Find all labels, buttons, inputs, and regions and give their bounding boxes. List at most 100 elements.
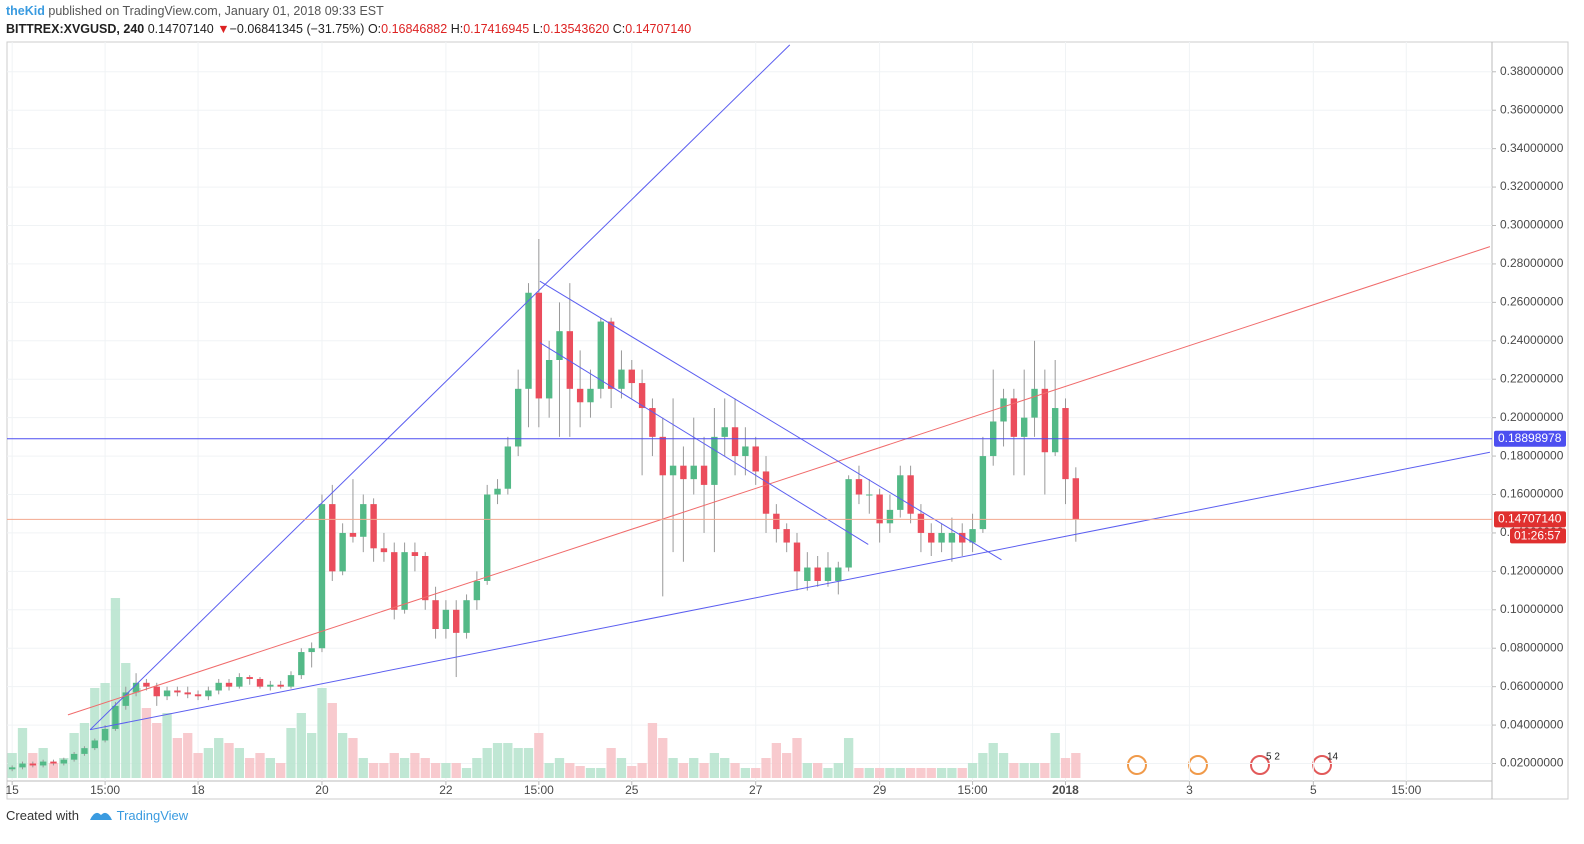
volume-bar bbox=[327, 703, 337, 778]
candle-body bbox=[897, 475, 904, 510]
candle-body bbox=[318, 504, 326, 649]
volume-bar bbox=[1009, 763, 1019, 778]
l: 0.13543620 bbox=[543, 22, 610, 36]
volume-bar bbox=[575, 766, 585, 778]
volume-bar bbox=[451, 763, 461, 778]
grid bbox=[7, 42, 1492, 781]
candle-body bbox=[618, 369, 625, 389]
frame bbox=[6, 41, 1569, 800]
candle-body bbox=[793, 542, 801, 572]
event-icon bbox=[1127, 755, 1147, 775]
volume-bar bbox=[782, 753, 792, 778]
drawings bbox=[67, 44, 1491, 731]
h: 0.17416945 bbox=[463, 22, 530, 36]
candle-body bbox=[153, 686, 160, 697]
volume-bar bbox=[286, 728, 296, 778]
y-tick-label: 0.28000000 bbox=[1500, 256, 1564, 270]
volume-bar bbox=[420, 758, 430, 778]
y-tick-label: 0.06000000 bbox=[1500, 679, 1564, 693]
volume-bar bbox=[967, 763, 978, 778]
candle-body bbox=[132, 682, 140, 693]
countdown: 01:26:57 bbox=[1514, 529, 1561, 543]
volume-bar bbox=[317, 688, 327, 778]
candle-body bbox=[370, 504, 377, 549]
candle-body bbox=[391, 552, 398, 610]
volume-bar bbox=[358, 758, 368, 778]
candle-body bbox=[731, 427, 739, 457]
arrow: ▼ bbox=[217, 22, 230, 36]
volume-bar bbox=[647, 723, 658, 778]
candle-body bbox=[143, 682, 150, 687]
candle-body bbox=[514, 388, 522, 447]
volume-bar bbox=[874, 768, 885, 778]
candle-body bbox=[1000, 398, 1007, 422]
candle-body bbox=[969, 529, 976, 543]
candle-body bbox=[339, 532, 346, 572]
x-tick-label: 29 bbox=[873, 783, 887, 797]
volume-bar bbox=[255, 753, 265, 778]
candle-body bbox=[566, 331, 574, 389]
y-tick-label: 0.04000000 bbox=[1500, 717, 1564, 731]
volume-bar bbox=[368, 763, 379, 778]
hline-label: 0.18898978 bbox=[1498, 431, 1562, 445]
y-tick-label: 0.20000000 bbox=[1500, 410, 1564, 424]
x-tick-label: 3 bbox=[1186, 783, 1193, 797]
candle-body bbox=[638, 383, 646, 409]
candle-body bbox=[1041, 388, 1049, 453]
candle-body bbox=[752, 446, 759, 472]
candle-body bbox=[215, 682, 222, 691]
candle-body bbox=[1031, 388, 1038, 418]
c: 0.14707140 bbox=[625, 22, 692, 36]
candle-body bbox=[442, 609, 450, 630]
volume-bar bbox=[59, 758, 69, 778]
volume-bar bbox=[482, 748, 492, 778]
x-tick-label: 18 bbox=[191, 783, 205, 797]
published: published on TradingView.com, January 01… bbox=[48, 4, 384, 18]
volume-bar bbox=[234, 748, 245, 778]
y-tick-label: 0.30000000 bbox=[1500, 218, 1564, 232]
candle-body bbox=[411, 552, 419, 556]
volume-bar bbox=[265, 758, 275, 778]
candle-body bbox=[845, 479, 852, 568]
volume-bar bbox=[348, 738, 358, 778]
candle-body bbox=[721, 427, 728, 437]
candle-body bbox=[298, 652, 305, 676]
candle-body bbox=[762, 471, 770, 514]
volume-bar bbox=[833, 763, 843, 778]
candle-body bbox=[1062, 408, 1069, 480]
volume-bar bbox=[193, 753, 203, 778]
volume-bar bbox=[141, 708, 152, 778]
volume-bar bbox=[802, 763, 812, 778]
volume-bar bbox=[379, 763, 389, 778]
candle-body bbox=[597, 321, 604, 389]
y-tick-label: 0.34000000 bbox=[1500, 141, 1564, 155]
candle-body bbox=[494, 488, 501, 495]
candle-body bbox=[886, 509, 894, 524]
candle-body bbox=[659, 436, 666, 476]
y-tick-label: 0.12000000 bbox=[1500, 564, 1564, 578]
volume-bar bbox=[1071, 753, 1081, 778]
candle-body bbox=[700, 465, 708, 485]
volume-bar bbox=[957, 768, 967, 778]
candle-body bbox=[576, 388, 584, 403]
volume-bar bbox=[792, 738, 802, 778]
volume-bar bbox=[534, 733, 544, 778]
event-icons: 5 2 14 bbox=[1127, 752, 1339, 775]
candle-body bbox=[432, 600, 439, 630]
volume-bar bbox=[17, 728, 28, 778]
event-count: 5 2 bbox=[1266, 752, 1280, 763]
volume-bar bbox=[1060, 758, 1071, 778]
candle-body bbox=[60, 759, 67, 764]
volume-bar bbox=[214, 738, 224, 778]
y-tick-label: 0.26000000 bbox=[1500, 295, 1564, 309]
candle-body bbox=[50, 761, 57, 764]
x-tick-label: 2018 bbox=[1052, 783, 1079, 797]
volume bbox=[7, 598, 1081, 778]
volume-bar bbox=[905, 768, 916, 778]
volume-bar bbox=[131, 688, 141, 778]
volume-bar bbox=[916, 768, 926, 778]
candle-body bbox=[70, 753, 78, 760]
volume-bar bbox=[183, 733, 193, 778]
x-tick-label: 5 bbox=[1310, 783, 1317, 797]
countdown-bg bbox=[1510, 528, 1566, 544]
